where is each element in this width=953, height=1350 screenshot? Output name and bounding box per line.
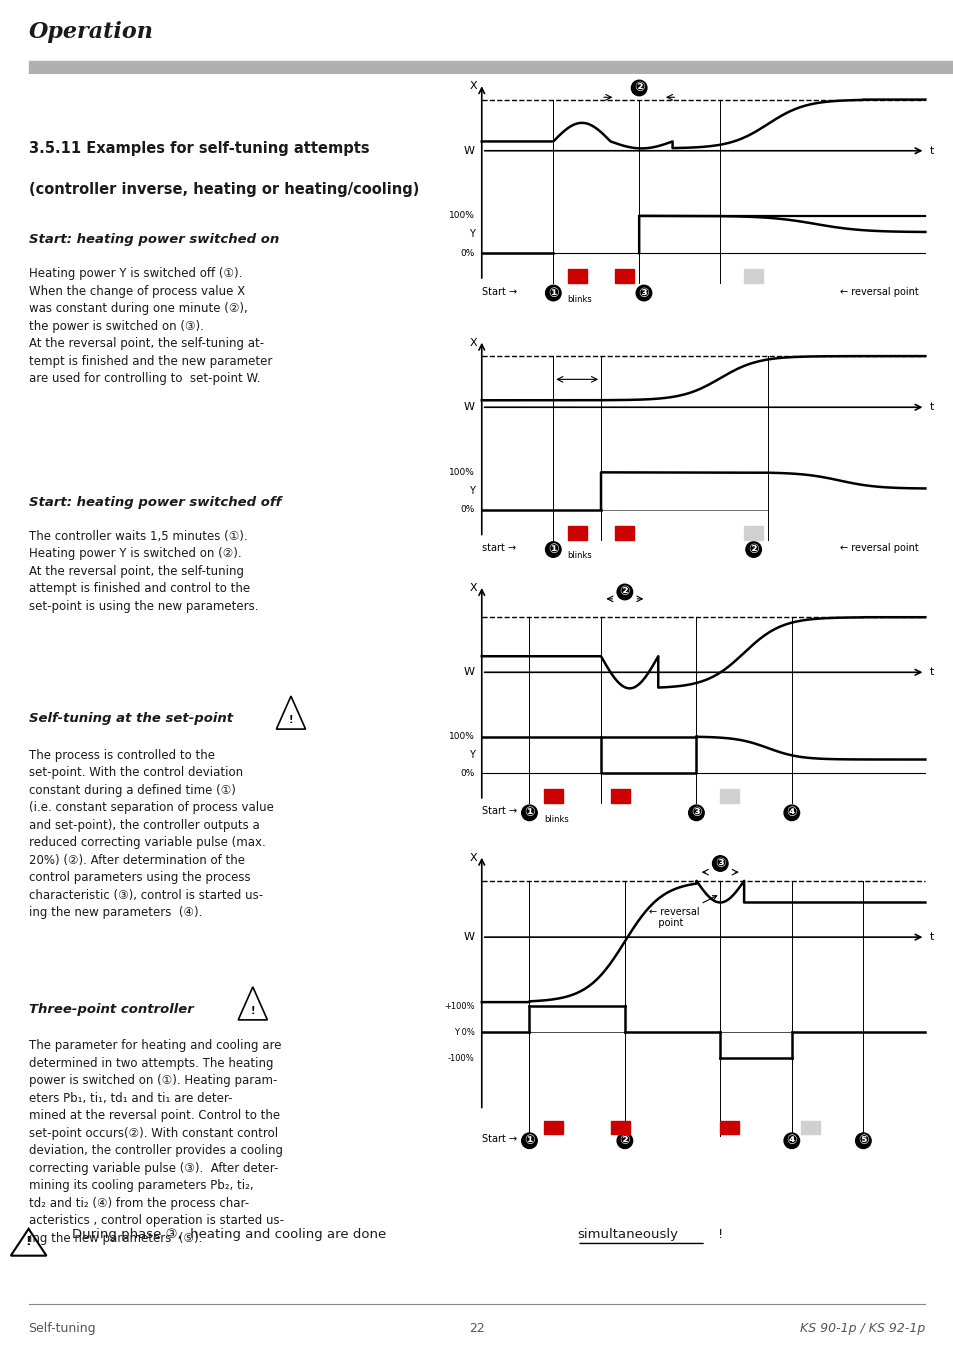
Text: Start →: Start →	[481, 806, 517, 817]
Text: W: W	[463, 667, 474, 678]
Text: 100%: 100%	[448, 732, 474, 741]
Bar	[615, 270, 634, 284]
Text: X: X	[469, 338, 476, 347]
Text: t: t	[929, 931, 934, 942]
Text: 0%: 0%	[459, 505, 474, 514]
Text: Start →: Start →	[481, 1134, 517, 1145]
Text: Three-point controller: Three-point controller	[29, 1003, 193, 1015]
Text: Y: Y	[468, 486, 474, 495]
Text: t: t	[929, 402, 934, 412]
Text: simultaneously: simultaneously	[577, 1228, 678, 1242]
Bar	[567, 525, 586, 540]
Bar	[615, 525, 634, 540]
Text: +100%: +100%	[443, 1002, 474, 1011]
Text: ②: ②	[618, 586, 630, 598]
Text: ③: ③	[690, 806, 701, 819]
Text: 22: 22	[469, 1322, 484, 1335]
Text: -100%: -100%	[447, 1054, 474, 1062]
Text: ①: ①	[547, 286, 558, 300]
Text: ④: ④	[785, 1134, 797, 1148]
Text: Y: Y	[468, 230, 474, 239]
Bar	[743, 270, 762, 284]
Text: ①: ①	[547, 543, 558, 556]
Text: t: t	[929, 667, 934, 678]
Text: ②: ②	[633, 81, 644, 95]
Text: ③: ③	[638, 286, 649, 300]
Text: start →: start →	[481, 543, 516, 554]
Text: 0%: 0%	[459, 248, 474, 258]
Text: (controller inverse, heating or heating/cooling): (controller inverse, heating or heating/…	[29, 182, 418, 197]
Text: Operation: Operation	[29, 20, 153, 43]
Text: X: X	[469, 853, 476, 863]
Text: ②: ②	[747, 543, 759, 556]
Text: Y 0%: Y 0%	[454, 1027, 474, 1037]
Text: 100%: 100%	[448, 468, 474, 477]
Text: 3.5.11 Examples for self-tuning attempts: 3.5.11 Examples for self-tuning attempts	[29, 142, 369, 157]
Bar	[543, 790, 562, 803]
Text: ②: ②	[618, 1134, 630, 1148]
Text: Start: heating power switched off: Start: heating power switched off	[29, 495, 281, 509]
Text: X: X	[469, 81, 476, 90]
Text: !: !	[251, 1006, 254, 1017]
Bar	[743, 525, 762, 540]
Bar	[801, 1122, 820, 1134]
Text: X: X	[469, 583, 476, 593]
Text: KS 90-1p / KS 92-1p: KS 90-1p / KS 92-1p	[800, 1322, 924, 1335]
Text: W: W	[463, 931, 474, 942]
Text: Heating power Y is switched off (①).
When the change of process value X
was cons: Heating power Y is switched off (①). Whe…	[29, 267, 272, 385]
Text: 100%: 100%	[448, 212, 474, 220]
Text: 0%: 0%	[459, 768, 474, 778]
Text: ①: ①	[523, 806, 535, 819]
Text: W: W	[463, 146, 474, 155]
Text: W: W	[463, 402, 474, 412]
Bar	[610, 790, 629, 803]
Text: t: t	[929, 146, 934, 155]
Text: blinks: blinks	[567, 294, 592, 304]
Text: Self-tuning at the set-point: Self-tuning at the set-point	[29, 711, 233, 725]
Text: !: !	[26, 1234, 31, 1247]
Bar	[29, 61, 953, 74]
Text: blinks: blinks	[567, 551, 592, 560]
Text: blinks: blinks	[543, 814, 568, 824]
Text: Y: Y	[468, 749, 474, 760]
Bar	[610, 1122, 629, 1134]
Bar	[720, 1122, 739, 1134]
Text: ← reversal point: ← reversal point	[839, 286, 918, 297]
Text: Self-tuning: Self-tuning	[29, 1322, 96, 1335]
Text: The parameter for heating and cooling are
determined in two attempts. The heatin: The parameter for heating and cooling ar…	[29, 1040, 283, 1245]
Text: !: !	[718, 1228, 723, 1242]
Text: Start: heating power switched on: Start: heating power switched on	[29, 234, 278, 246]
Text: ①: ①	[523, 1134, 535, 1148]
Text: Start →: Start →	[481, 286, 517, 297]
Bar	[567, 270, 586, 284]
Text: ③: ③	[714, 857, 725, 869]
Text: ④: ④	[785, 806, 797, 819]
Text: ← reversal point: ← reversal point	[839, 543, 918, 554]
Text: The controller waits 1,5 minutes (①).
Heating power Y is switched on (②).
At the: The controller waits 1,5 minutes (①). He…	[29, 531, 258, 613]
Text: ⑤: ⑤	[857, 1134, 868, 1148]
Text: ← reversal
   point: ← reversal point	[648, 895, 716, 929]
Text: The process is controlled to the
set-point. With the control deviation
constant : The process is controlled to the set-poi…	[29, 749, 274, 919]
Bar	[720, 790, 739, 803]
Text: During phase ③,  heating and cooling are done: During phase ③, heating and cooling are …	[71, 1228, 390, 1242]
Text: !: !	[289, 716, 293, 725]
Bar	[543, 1122, 562, 1134]
